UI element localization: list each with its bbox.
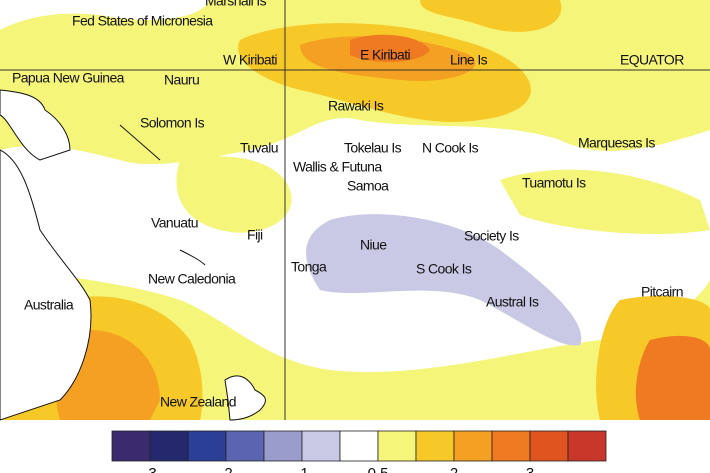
colorbar-label: -2 (219, 465, 232, 473)
colorbar-swatch (453, 430, 493, 462)
colorbar-swatch (567, 430, 607, 462)
place-label: Samoa (347, 178, 389, 194)
colorbar-label: 0.5 (368, 465, 389, 473)
place-label: EQUATOR (620, 52, 684, 68)
place-label: Fiji (247, 227, 263, 243)
place-label: Tuamotu Is (522, 175, 586, 191)
coastlines (0, 89, 266, 421)
place-label: New Caledonia (148, 271, 236, 287)
colorbar-label: 2 (450, 465, 458, 473)
place-label: Rawaki Is (328, 98, 384, 114)
place-label: N Cook Is (422, 140, 479, 156)
place-label: Marshall Is (205, 0, 267, 9)
place-label: Vanuatu (151, 215, 198, 231)
place-label: Niue (360, 237, 387, 253)
colorbar-label: -1 (295, 465, 308, 473)
colorbar-swatch (491, 430, 531, 462)
colorbar-swatch (187, 430, 227, 462)
colorbar-swatch (339, 430, 379, 462)
colorbar-label: 3 (526, 465, 534, 473)
colorbar-swatch (529, 430, 569, 462)
place-label: E Kiribati (360, 47, 411, 63)
place-label: Wallis & Futuna (293, 159, 382, 175)
place-label: Papua New Guinea (12, 70, 125, 86)
colorbar-swatch (149, 430, 189, 462)
place-label: Austral Is (486, 294, 539, 310)
place-label: S Cook Is (416, 261, 472, 277)
colorbar-swatch (225, 430, 265, 462)
place-label: W Kiribati (223, 52, 277, 68)
place-labels: Marshall Is Fed States of Micronesia W K… (12, 0, 685, 410)
place-label: Fed States of Micronesia (72, 13, 213, 29)
colorbar-swatch (111, 430, 151, 462)
place-label: Nauru (164, 72, 199, 88)
place-label: Marquesas Is (578, 135, 655, 151)
colorbar-swatch (415, 430, 455, 462)
place-label: Pitcairn (641, 284, 683, 300)
place-label: Australia (24, 297, 74, 313)
place-label: Tokelau Is (344, 140, 402, 156)
colorbar: -3 -2 -1 0.5 2 3 (111, 430, 607, 473)
colorbar-swatch (263, 430, 303, 462)
place-label: New Zealand (160, 394, 236, 410)
colorbar-label: -3 (143, 465, 156, 473)
place-label: Solomon Is (140, 115, 205, 131)
place-label: Tonga (291, 259, 327, 275)
place-label: Line Is (450, 52, 488, 68)
anomaly-shading (0, 0, 710, 420)
place-label: Society Is (464, 228, 519, 244)
colorbar-swatch (301, 430, 341, 462)
place-label: Tuvalu (240, 140, 278, 156)
colorbar-swatch (377, 430, 417, 462)
